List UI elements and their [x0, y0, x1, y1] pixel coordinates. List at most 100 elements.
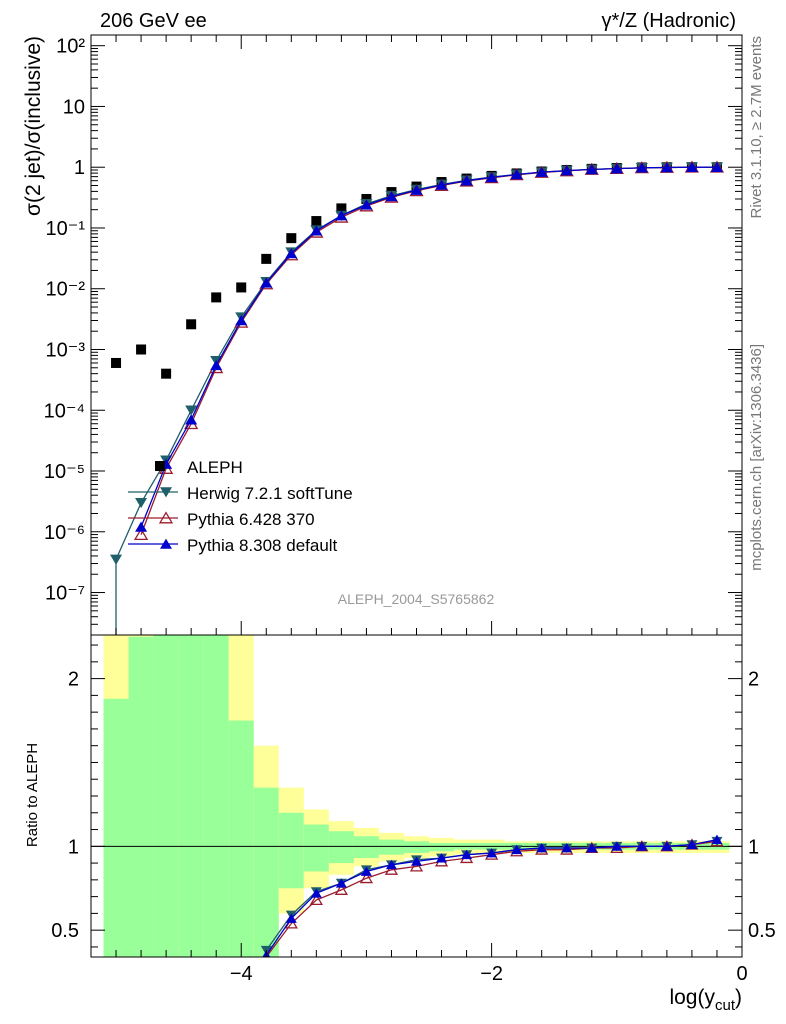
ratio-data-point: [409, 860, 424, 872]
x-tick-label: −2: [480, 963, 503, 985]
ratio-data-point: [436, 853, 448, 863]
main-data-point: [610, 163, 623, 174]
main-data-point: [210, 359, 223, 371]
legend-label: Herwig 7.2.1 softTune: [187, 484, 353, 503]
main-data-point: [135, 497, 148, 509]
legend-marker: [158, 511, 174, 524]
x-axis-label: log(ycut): [669, 986, 742, 1014]
x-axis-label-subscript: cut: [715, 997, 736, 1014]
main-data-point: [635, 162, 648, 173]
ratio-data-point: [310, 888, 322, 898]
ratio-y-tick-label: 2: [68, 669, 79, 691]
main-data-point: [710, 161, 723, 173]
main-data-point: [310, 225, 323, 236]
legend: ALEPH Herwig 7.2.1 softTune Pythia 6.428 3…: [128, 458, 353, 555]
main-data-point: [110, 554, 123, 565]
main-data-point: [335, 210, 348, 221]
main-data-point: [485, 171, 498, 183]
main-y-tick-label: 10: [63, 96, 85, 118]
main-data-point: [186, 319, 197, 330]
ratio-data-point: [461, 849, 473, 860]
ratio-data-point: [359, 871, 374, 884]
green-band-bin: [429, 842, 455, 852]
main-data-point: [185, 405, 198, 416]
ratio-data-point: [486, 848, 498, 858]
green-band-bin: [328, 831, 354, 864]
main-data-point: [135, 521, 148, 532]
green-band-bin: [153, 635, 179, 957]
green-band-bin: [228, 720, 254, 957]
green-band-bin: [203, 635, 229, 957]
ratio-data-point: [384, 863, 399, 875]
main-data-point: [261, 253, 272, 264]
green-band-bin: [303, 824, 329, 872]
legend-label: Pythia 6.428 370: [187, 510, 315, 529]
main-data-point: [136, 344, 147, 355]
main-data-point: [311, 216, 322, 227]
ratio-data-point: [561, 843, 573, 853]
ratio-y-tick-label: 1: [68, 836, 79, 858]
main-y-tick-label: 10⁻³: [46, 339, 86, 361]
ratio-y-tick-label-right: 2: [748, 669, 759, 691]
main-y-tick-label: 10⁻⁴: [44, 400, 85, 422]
mcplots-side-label: mcplots.cern.ch [arXiv:1306.3436]: [748, 344, 765, 571]
ratio-data-point: [411, 856, 422, 866]
main-data-point: [211, 292, 222, 303]
main-series-group: [110, 160, 725, 635]
ratio-y-tick-label-right: 1: [748, 836, 759, 858]
main-y-axis-label: σ(2 jet)/σ(inclusive): [22, 36, 45, 216]
main-data-point: [385, 191, 398, 202]
main-data-point: [361, 193, 372, 204]
green-band-bin: [128, 636, 154, 957]
x-tick-label: 0: [736, 963, 747, 985]
main-series-line: [140, 166, 717, 535]
legend-marker: [160, 487, 172, 498]
ratio-data-point: [661, 841, 673, 851]
legend-label: ALEPH: [187, 458, 243, 477]
ratio-series-group: [260, 834, 724, 957]
ratio-data-point: [536, 843, 548, 853]
ratio-data-point: [285, 913, 297, 923]
main-data-point: [235, 315, 248, 326]
main-data-point: [236, 282, 247, 293]
x-axis-label-paren: ): [735, 986, 742, 1009]
ratio-y-tick-label-right: 0.5: [748, 920, 776, 942]
main-series-line: [115, 166, 717, 635]
legend-marker: [160, 538, 172, 549]
ratio-data-point: [611, 841, 623, 851]
main-y-tick-label: 1: [74, 157, 85, 179]
main-y-tick-label: 10⁻²: [46, 279, 86, 301]
main-data-point: [560, 165, 573, 176]
main-data-point: [585, 164, 598, 175]
rivet-side-label: Rivet 3.1.10, ≥ 2.7M events: [748, 36, 765, 219]
main-data-point: [410, 184, 423, 195]
ratio-uncertainty-bands: [103, 635, 730, 957]
main-y-tick-label: 10⁻⁷: [45, 583, 85, 605]
ratio-data-point: [334, 883, 349, 895]
green-band-bin: [253, 787, 279, 957]
main-data-point: [111, 357, 122, 368]
green-band-bin: [178, 635, 204, 957]
main-y-tick-label: 10⁻⁶: [44, 522, 85, 544]
main-data-point: [185, 414, 198, 425]
main-data-point: [660, 162, 673, 173]
main-data-point: [161, 368, 172, 379]
legend-label: Pythia 8.308 default: [187, 536, 338, 555]
main-data-point: [285, 248, 298, 259]
main-y-tick-label: 10⁻⁵: [44, 461, 85, 483]
header-left-label: 206 GeV ee: [100, 10, 207, 32]
legend-marker: [155, 461, 165, 471]
ratio-data-point: [711, 834, 723, 845]
ratio-data-point: [511, 844, 523, 855]
main-data-point: [260, 277, 273, 288]
green-band-bin: [103, 698, 129, 957]
ratio-y-tick-label: 0.5: [51, 920, 79, 942]
green-band-bin: [403, 841, 430, 854]
main-data-point: [435, 179, 448, 190]
ratio-data-point: [586, 843, 598, 853]
x-tick-label: −4: [230, 963, 253, 985]
main-y-tick-label: 10²: [56, 36, 85, 58]
analysis-watermark: ALEPH_2004_S5765862: [338, 591, 495, 607]
